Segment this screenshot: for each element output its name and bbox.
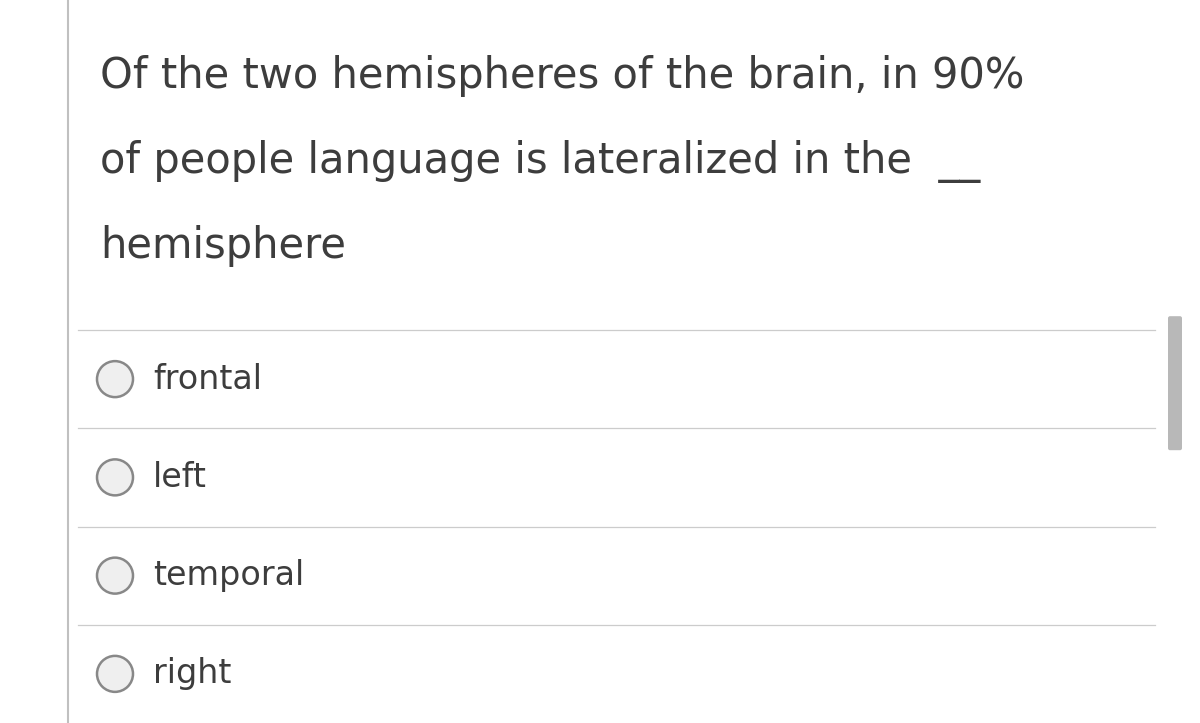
Text: left: left [154, 461, 206, 494]
Text: hemisphere: hemisphere [100, 225, 346, 267]
Ellipse shape [97, 656, 133, 692]
Ellipse shape [97, 361, 133, 397]
Text: frontal: frontal [154, 363, 262, 395]
Ellipse shape [97, 557, 133, 594]
Text: of people language is lateralized in the  __: of people language is lateralized in the… [100, 140, 980, 183]
Text: right: right [154, 657, 232, 690]
Ellipse shape [97, 459, 133, 495]
FancyBboxPatch shape [1168, 316, 1182, 450]
Text: temporal: temporal [154, 559, 305, 592]
Text: Of the two hemispheres of the brain, in 90%: Of the two hemispheres of the brain, in … [100, 55, 1025, 97]
